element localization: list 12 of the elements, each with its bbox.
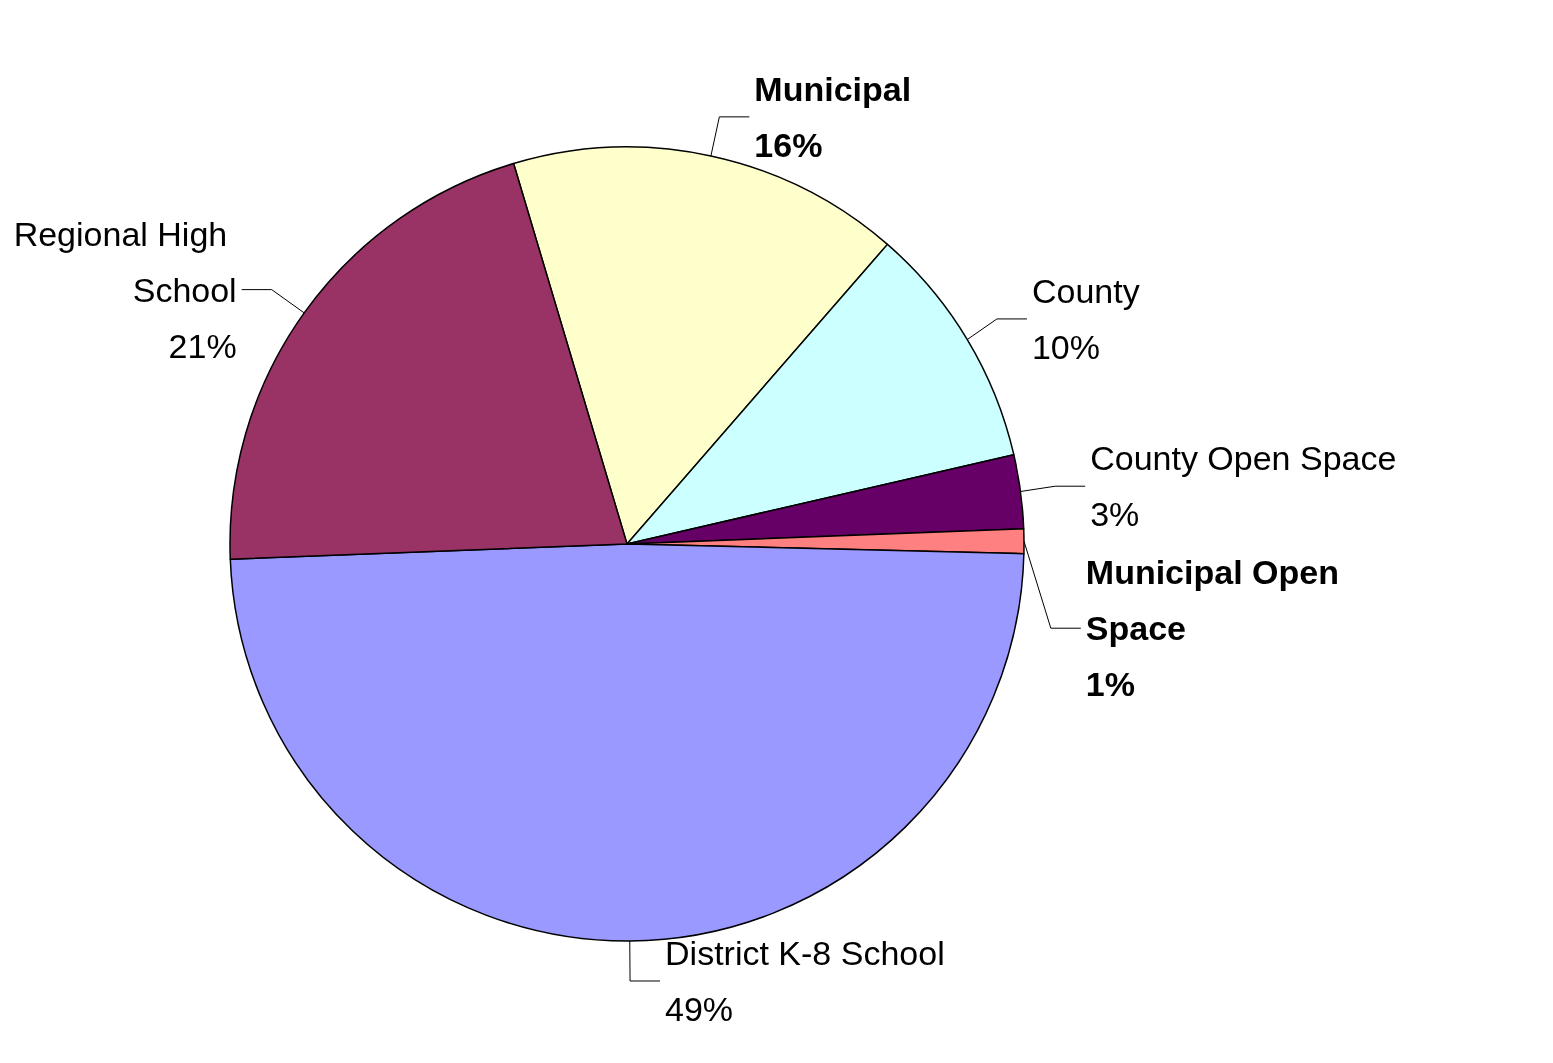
data-label: 10% xyxy=(1031,327,1100,366)
slice-label: County xyxy=(1031,271,1140,310)
data-label: 49% xyxy=(665,989,734,1028)
slice-label: Municipal xyxy=(754,69,912,108)
data-label: 1% xyxy=(1085,665,1135,704)
slice-label: County Open Space xyxy=(1090,439,1397,478)
data-label: 21% xyxy=(168,326,237,365)
slice-label: Municipal Open Space xyxy=(1085,553,1349,648)
slice-label: District K-8 School xyxy=(665,933,945,972)
data-label: 3% xyxy=(1090,495,1140,534)
slice-label: Regional High School xyxy=(13,214,237,309)
data-label: 16% xyxy=(754,125,823,164)
